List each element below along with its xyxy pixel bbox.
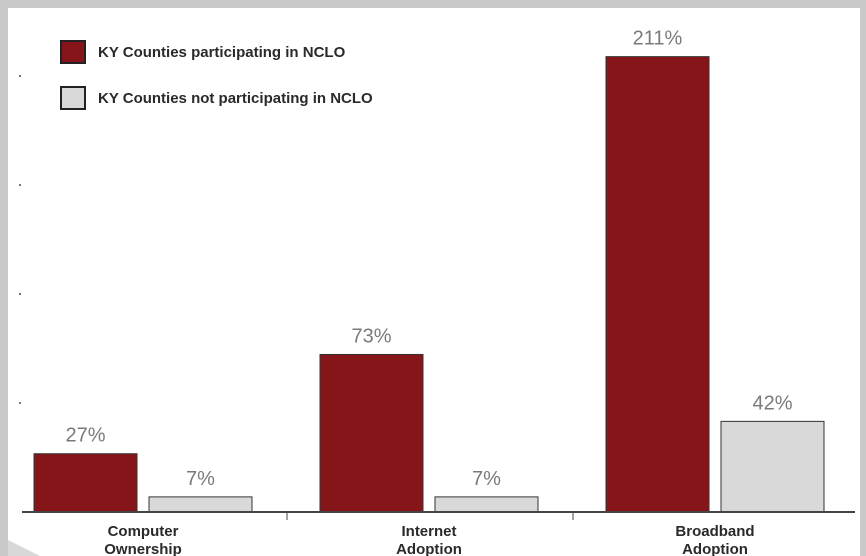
bar-0-0 <box>33 453 138 513</box>
data-label-1-1: 7% <box>472 468 501 490</box>
bar-1-1 <box>434 496 539 513</box>
legend: KY Counties participating in NCLO KY Cou… <box>60 38 373 130</box>
corner-shade <box>8 540 40 556</box>
data-label-0-0: 27% <box>65 425 105 447</box>
data-label-2-1: 42% <box>752 392 792 414</box>
legend-item-not-participating: KY Counties not participating in NCLO <box>60 84 373 112</box>
y-tick-mark-0 <box>19 75 21 77</box>
legend-item-participating: KY Counties participating in NCLO <box>60 38 373 66</box>
y-tick-mark-3 <box>19 402 21 404</box>
data-label-0-1: 7% <box>186 468 215 490</box>
y-tick-mark-1 <box>19 184 21 186</box>
plot-panel <box>8 8 860 556</box>
legend-swatch-not-participating <box>60 86 86 110</box>
y-tick-mark-2 <box>19 293 21 295</box>
category-label-0-0: Computer <box>108 523 179 540</box>
category-label-2-0: Broadband <box>675 523 754 540</box>
bar-1-0 <box>319 353 424 513</box>
legend-swatch-participating <box>60 40 86 64</box>
bar-2-0 <box>605 56 710 513</box>
category-label-1-1: Adoption <box>396 541 462 556</box>
category-label-0-1: Ownership <box>104 541 182 556</box>
bar-2-1 <box>720 420 825 513</box>
data-label-2-0: 211% <box>633 28 683 50</box>
data-label-1-0: 73% <box>351 325 391 347</box>
legend-label-participating: KY Counties participating in NCLO <box>98 43 346 61</box>
category-label-2-1: Adoption <box>682 541 748 556</box>
category-label-1-0: Internet <box>401 523 456 540</box>
bar-0-1 <box>148 496 253 513</box>
legend-label-not-participating: KY Counties not participating in NCLO <box>98 89 373 107</box>
